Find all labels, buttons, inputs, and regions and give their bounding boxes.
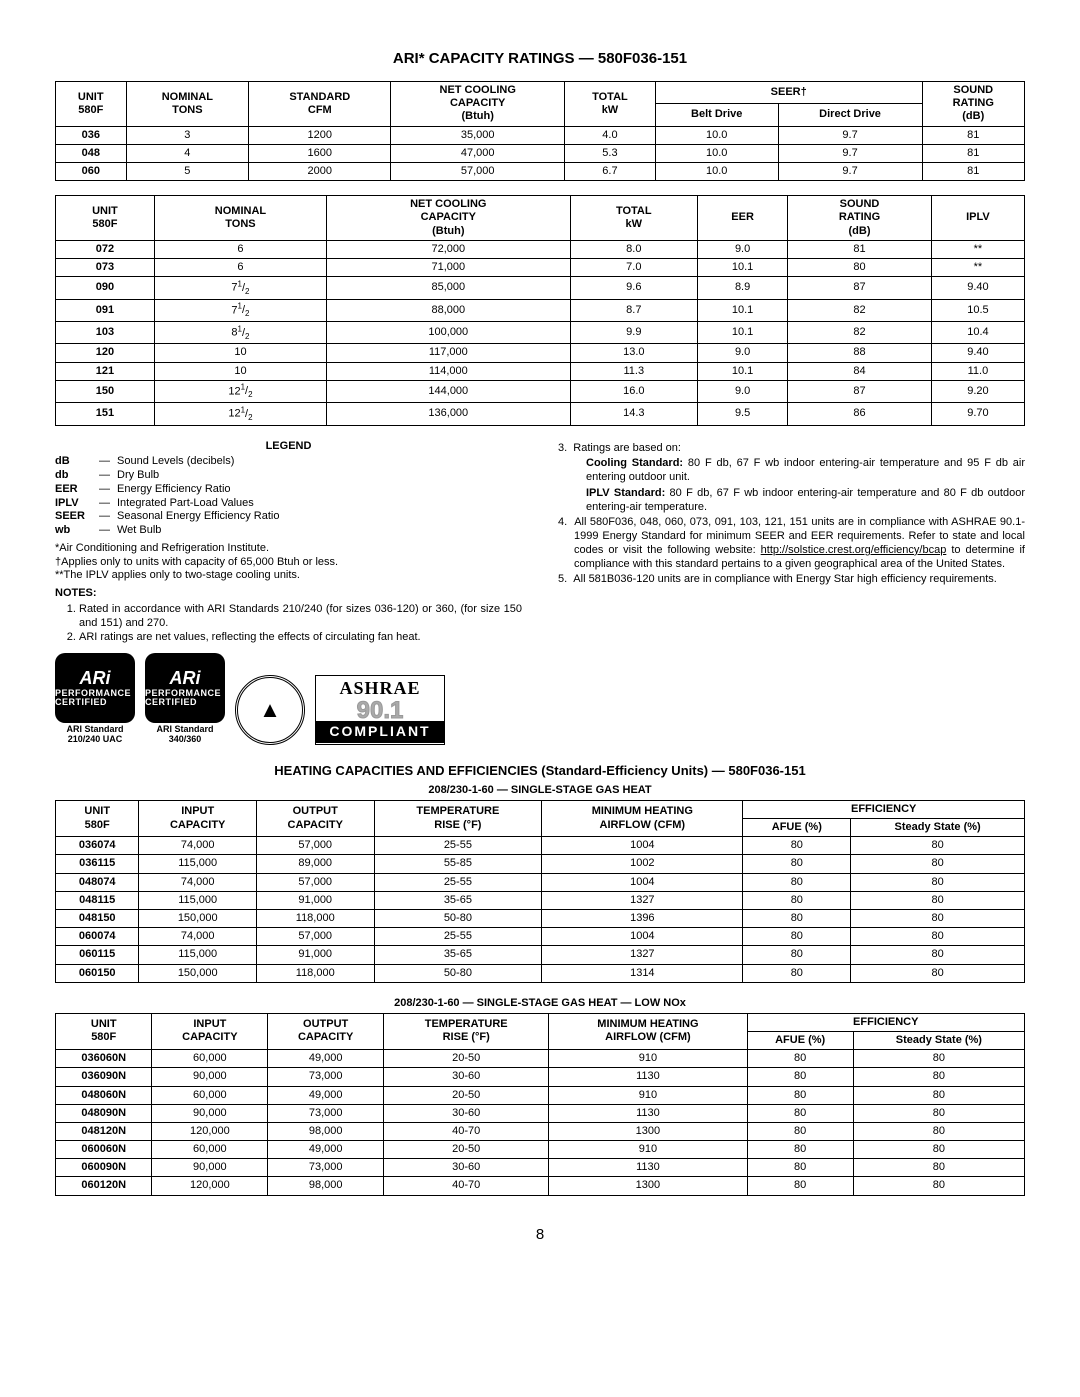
th-total-kw: TOTALkW xyxy=(565,82,656,127)
th-iplv: IPLV xyxy=(931,196,1024,241)
table-row: 12010117,00013.09.0889.40 xyxy=(56,344,1025,362)
legend-footnote: †Applies only to units with capacity of … xyxy=(63,556,522,570)
legend-footnote: **The IPLV applies only to two-stage coo… xyxy=(63,569,522,583)
th-belt-drive: Belt Drive xyxy=(655,104,778,126)
ari-caption-2: ARI Standard 340/360 xyxy=(145,725,225,745)
table-row: 09071/285,0009.68.9879.40 xyxy=(56,277,1025,299)
table-row: 048150150,000118,00050-8013968080 xyxy=(56,910,1025,928)
table-row: 04807474,00057,00025-5510048080 xyxy=(56,873,1025,891)
note-item: ARI ratings are net values, reflecting t… xyxy=(79,631,522,645)
ari-caption-1: ARI Standard 210/240 UAC xyxy=(55,725,135,745)
note-item: Rated in accordance with ARI Standards 2… xyxy=(79,603,522,631)
notes-title: NOTES: xyxy=(55,587,522,601)
table-row: 060060N60,00049,00020-509108080 xyxy=(56,1141,1025,1159)
legend-row: EER—Energy Efficiency Ratio xyxy=(55,483,522,497)
th-eff: EFFICIENCY xyxy=(747,1013,1024,1031)
th-output: OUTPUTCAPACITY xyxy=(268,1013,384,1049)
table-row: 060150150,000118,00050-8013148080 xyxy=(56,964,1025,982)
th-rise: TEMPERATURERISE (°F) xyxy=(384,1013,549,1049)
legend-row: dB—Sound Levels (decibels) xyxy=(55,455,522,469)
legend-column: LEGEND dB—Sound Levels (decibels)db—Dry … xyxy=(55,440,522,745)
table-row: 10381/2100,0009.910.18210.4 xyxy=(56,321,1025,343)
th-net-cooling: NET COOLINGCAPACITY(Btuh) xyxy=(391,82,565,127)
th-sound: SOUNDRATING(dB) xyxy=(922,82,1024,127)
th-unit: UNIT580F xyxy=(56,196,155,241)
capacity-table-1: UNIT580F NOMINALTONS STANDARDCFM NET COO… xyxy=(55,81,1025,181)
right-note: 5. All 581B036-120 units are in complian… xyxy=(574,573,1025,587)
th-net-cooling: NET COOLINGCAPACITY(Btuh) xyxy=(327,196,571,241)
capacity-table-2: UNIT580F NOMINALTONS NET COOLINGCAPACITY… xyxy=(55,195,1025,426)
table-row: 06007474,00057,00025-5510048080 xyxy=(56,928,1025,946)
right-note: 4. All 580F036, 048, 060, 073, 091, 103,… xyxy=(574,516,1025,571)
table-row: 036060N60,00049,00020-509108080 xyxy=(56,1050,1025,1068)
th-seer: SEER† xyxy=(655,82,922,104)
table-row: 060115115,00091,00035-6513278080 xyxy=(56,946,1025,964)
table-row: 048115115,00091,00035-6513278080 xyxy=(56,891,1025,909)
th-afue: AFUE (%) xyxy=(743,819,851,837)
seal-icon: ▲ xyxy=(235,675,305,745)
th-ss: Steady State (%) xyxy=(851,819,1025,837)
right-notes-column: 3. Ratings are based on:Cooling Standard… xyxy=(558,440,1025,745)
legend-row: db—Dry Bulb xyxy=(55,469,522,483)
right-note-sub: IPLV Standard: 80 F db, 67 F wb indoor e… xyxy=(586,487,1025,515)
th-ss: Steady State (%) xyxy=(853,1031,1024,1049)
th-airflow: MINIMUM HEATINGAIRFLOW (CFM) xyxy=(549,1013,747,1049)
th-eer: EER xyxy=(697,196,787,241)
table-row: 036090N90,00073,00030-6011308080 xyxy=(56,1068,1025,1086)
table-row: 12110114,00011.310.18411.0 xyxy=(56,362,1025,380)
table-row: 09171/288,0008.710.18210.5 xyxy=(56,299,1025,321)
th-output: OUTPUTCAPACITY xyxy=(256,800,374,836)
table-row: 048120N120,00098,00040-7013008080 xyxy=(56,1122,1025,1140)
th-unit: UNIT580F xyxy=(56,1013,152,1049)
legend-title: LEGEND xyxy=(55,440,522,454)
table-row: 0605200057,0006.710.09.781 xyxy=(56,162,1025,180)
page-number: 8 xyxy=(55,1226,1025,1243)
table-row: 036115115,00089,00055-8510028080 xyxy=(56,855,1025,873)
th-rise: TEMPERATURERISE (°F) xyxy=(374,800,542,836)
legend-footnote: *Air Conditioning and Refrigeration Inst… xyxy=(63,542,522,556)
table-row: 048060N60,00049,00020-509108080 xyxy=(56,1086,1025,1104)
th-sound: SOUNDRATING(dB) xyxy=(788,196,932,241)
table-row: 073671,0007.010.180** xyxy=(56,258,1025,276)
legend-row: IPLV—Integrated Part-Load Values xyxy=(55,497,522,511)
th-direct-drive: Direct Drive xyxy=(778,104,922,126)
th-unit: UNIT580F xyxy=(56,82,127,127)
th-input: INPUTCAPACITY xyxy=(139,800,257,836)
th-airflow: MINIMUM HEATINGAIRFLOW (CFM) xyxy=(542,800,743,836)
heating-title: HEATING CAPACITIES AND EFFICIENCIES (Sta… xyxy=(55,763,1025,778)
table-row: 072672,0008.09.081** xyxy=(56,240,1025,258)
right-note: 3. Ratings are based on: xyxy=(574,442,1025,456)
compliance-url[interactable]: http://solstice.crest.org/efficiency/bca… xyxy=(761,544,947,556)
th-nominal-tons: NOMINALTONS xyxy=(126,82,249,127)
legend-notes-block: LEGEND dB—Sound Levels (decibels)db—Dry … xyxy=(55,440,1025,745)
table-row: 151121/2136,00014.39.5869.70 xyxy=(56,403,1025,425)
heating-table-2: UNIT580F INPUTCAPACITY OUTPUTCAPACITY TE… xyxy=(55,1013,1025,1196)
table-row: 048090N90,00073,00030-6011308080 xyxy=(56,1104,1025,1122)
table4-caption: 208/230-1-60 — SINGLE-STAGE GAS HEAT — L… xyxy=(55,997,1025,1009)
table-row: 0484160047,0005.310.09.781 xyxy=(56,144,1025,162)
table-row: 03607474,00057,00025-5510048080 xyxy=(56,837,1025,855)
ari-badge-1: ARi PERFORMANCE CERTIFIED xyxy=(55,653,135,723)
heating-table-1: UNIT580F INPUTCAPACITY OUTPUTCAPACITY TE… xyxy=(55,800,1025,983)
ari-badge-2: ARi PERFORMANCE CERTIFIED xyxy=(145,653,225,723)
right-note-sub: Cooling Standard: 80 F db, 67 F wb indoo… xyxy=(586,457,1025,485)
table-row: 060090N90,00073,00030-6011308080 xyxy=(56,1159,1025,1177)
ashrae-badge: ASHRAE 90.1 COMPLIANT xyxy=(315,675,445,745)
th-eff: EFFICIENCY xyxy=(743,800,1025,818)
th-afue: AFUE (%) xyxy=(747,1031,853,1049)
table-row: 0363120035,0004.010.09.781 xyxy=(56,126,1025,144)
th-total-kw: TOTALkW xyxy=(570,196,697,241)
th-standard-cfm: STANDARDCFM xyxy=(249,82,391,127)
th-input: INPUTCAPACITY xyxy=(152,1013,268,1049)
legend-row: wb—Wet Bulb xyxy=(55,524,522,538)
table-row: 150121/2144,00016.09.0879.20 xyxy=(56,380,1025,402)
logos-row: ARi PERFORMANCE CERTIFIED ARI Standard 2… xyxy=(55,653,522,745)
table3-caption: 208/230-1-60 — SINGLE-STAGE GAS HEAT xyxy=(55,784,1025,796)
th-nominal-tons: NOMINALTONS xyxy=(154,196,326,241)
table-row: 060120N120,00098,00040-7013008080 xyxy=(56,1177,1025,1195)
th-unit: UNIT580F xyxy=(56,800,139,836)
legend-row: SEER—Seasonal Energy Efficiency Ratio xyxy=(55,510,522,524)
page-title: ARI* CAPACITY RATINGS — 580F036-151 xyxy=(55,50,1025,67)
